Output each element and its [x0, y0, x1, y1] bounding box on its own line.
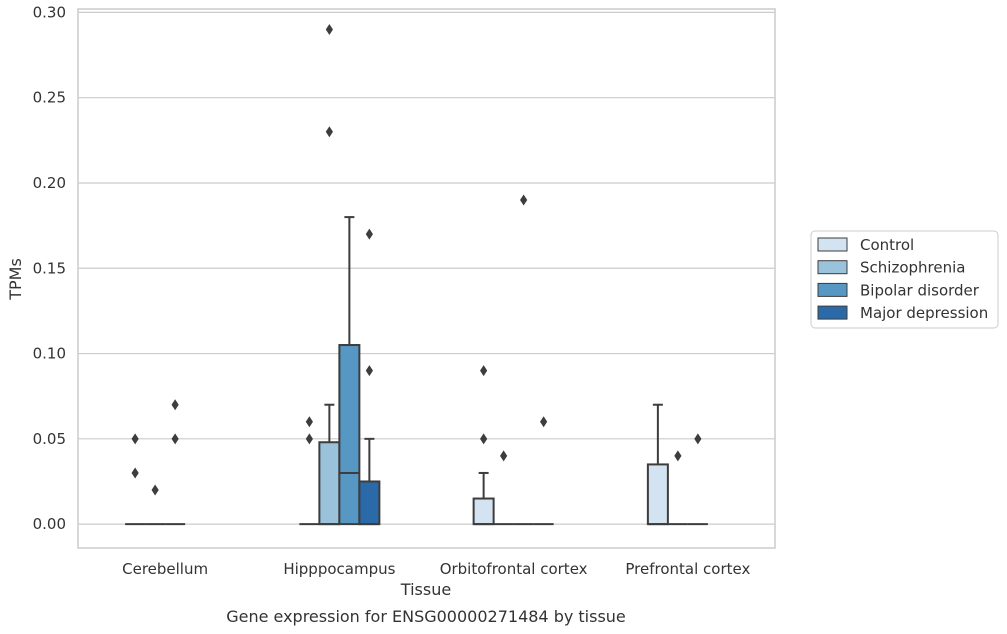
outlier-point	[305, 433, 313, 445]
outlier-point	[480, 365, 488, 377]
legend-label: Bipolar disorder	[860, 281, 980, 299]
legend-swatch	[817, 237, 848, 252]
legend-label: Major depression	[860, 304, 988, 322]
box-body	[472, 497, 495, 526]
box-schizophrenia	[318, 403, 341, 526]
legend-label: Schizophrenia	[860, 259, 965, 277]
outlier-point	[305, 416, 313, 428]
y-axis-title: TPMs	[6, 258, 25, 301]
x-axis-ticks: Cerebellum Hipppocampus Orbitofrontal cort…	[122, 560, 750, 578]
legend-frame	[810, 230, 999, 329]
legend-swatch	[817, 260, 848, 275]
outlier-point	[480, 433, 488, 445]
y-tick-label: 0.10	[33, 345, 66, 363]
y-tick-label: 0.30	[33, 3, 66, 21]
outlier-point	[171, 399, 179, 411]
legend-label: Control	[860, 236, 914, 254]
outlier-point	[325, 126, 333, 138]
outlier-point	[131, 433, 139, 445]
x-axis-title: Tissue	[400, 580, 451, 599]
y-tick-label: 0.05	[33, 430, 66, 448]
x-tick-label: Orbitofrontal cortex	[440, 560, 588, 578]
box-body	[358, 480, 381, 526]
x-tick-label: Cerebellum	[122, 560, 208, 578]
legend-swatch	[817, 282, 848, 297]
x-tick-label: Prefrontal cortex	[625, 560, 750, 578]
outlier-point	[171, 433, 179, 445]
outlier-point	[540, 416, 548, 428]
grid-lines	[78, 11, 775, 525]
outlier-point	[151, 484, 159, 496]
outlier-point	[131, 467, 139, 479]
x-tick-label: Hipppocampus	[283, 560, 395, 578]
legend-swatch	[817, 305, 848, 320]
box-body	[646, 463, 669, 526]
box-bipolar-disorder	[338, 216, 361, 526]
chart-caption: Gene expression for ENSG00000271484 by t…	[226, 607, 626, 626]
outlier-point	[520, 194, 528, 206]
outlier-point	[325, 23, 333, 35]
legend: Control Schizophrenia Bipolar disorder Majo…	[810, 230, 999, 329]
outlier-point	[365, 228, 373, 240]
box-body	[338, 344, 361, 526]
box-major-depression	[358, 437, 381, 526]
outliers	[131, 23, 702, 496]
y-tick-label: 0.00	[33, 515, 66, 533]
y-tick-label: 0.25	[33, 89, 66, 107]
boxes	[125, 216, 708, 526]
outlier-point	[674, 450, 682, 462]
outlier-point	[365, 365, 373, 377]
box-control	[646, 403, 669, 526]
outlier-point	[500, 450, 508, 462]
box-control	[472, 471, 495, 526]
box-body	[318, 441, 341, 526]
y-tick-label: 0.15	[33, 259, 66, 277]
outlier-point	[694, 433, 702, 445]
y-tick-label: 0.20	[33, 174, 66, 192]
plot-frame	[77, 8, 776, 549]
y-axis-ticks: 0.00 0.05 0.10 0.15 0.20 0.25 0.30	[33, 3, 66, 533]
